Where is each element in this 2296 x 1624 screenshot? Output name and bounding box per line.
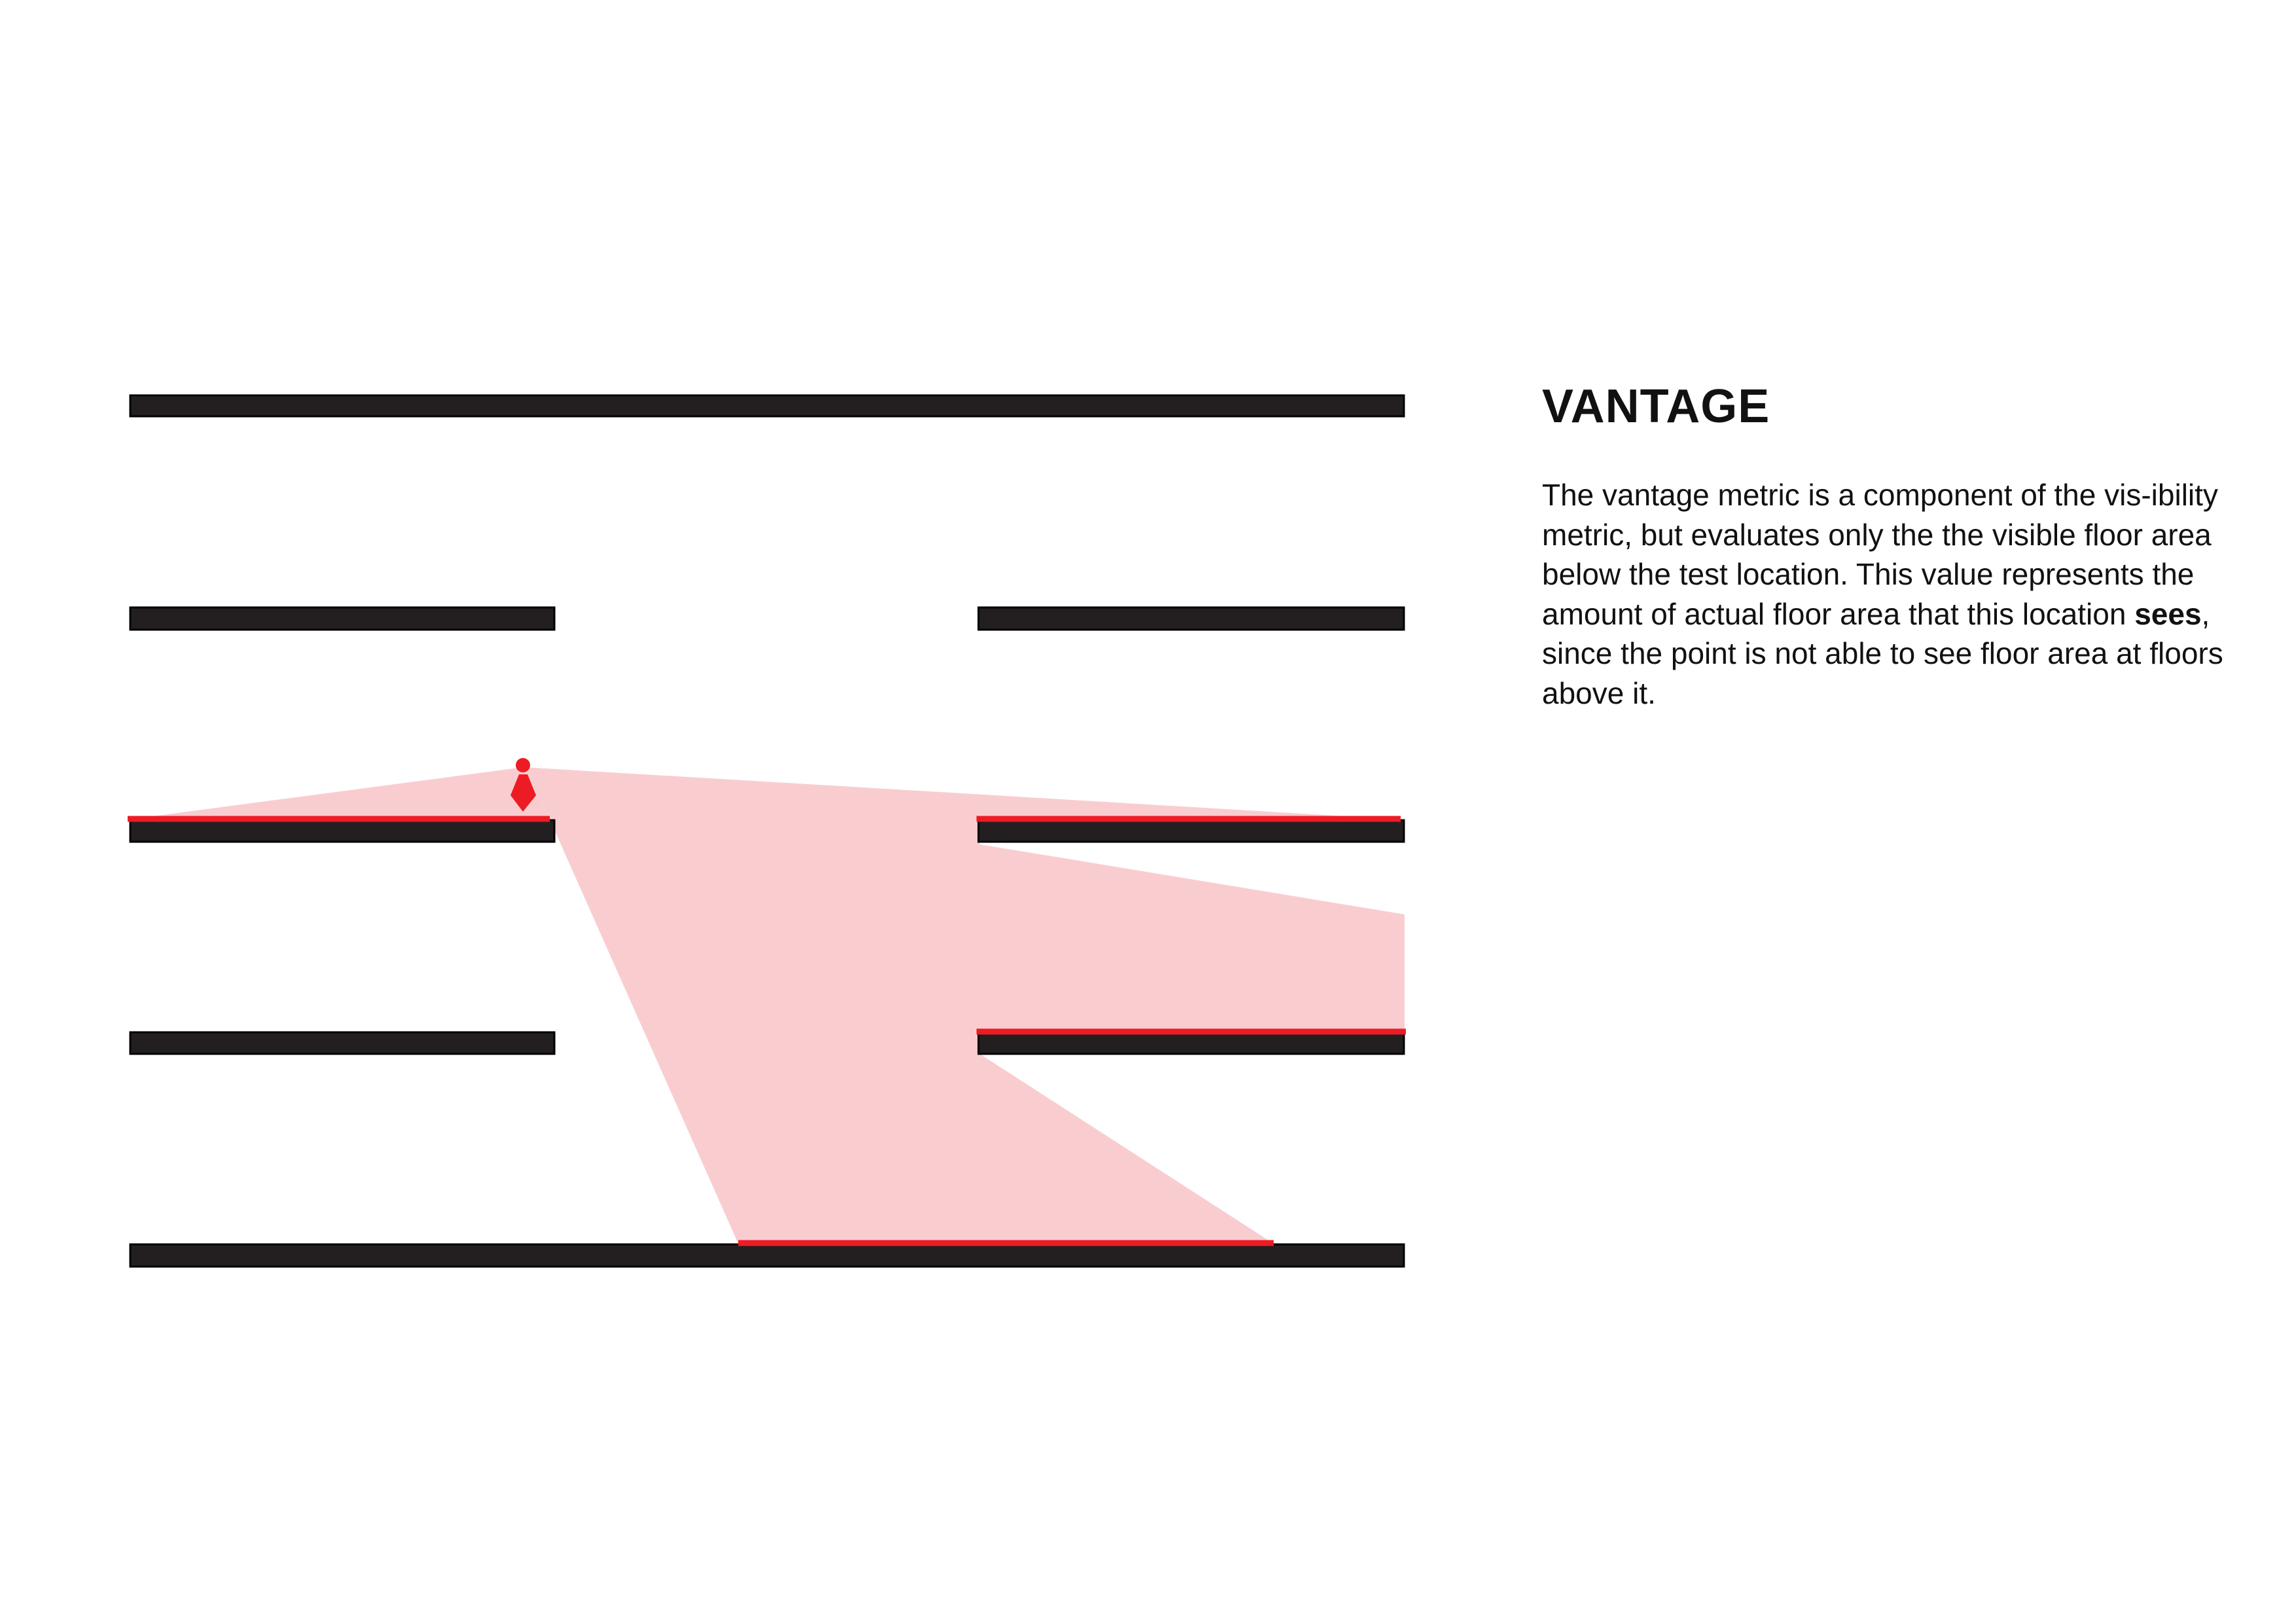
ground-slab <box>129 1243 1405 1268</box>
view-cone-right-band <box>980 844 1405 1030</box>
diagram-title: VANTAGE <box>1542 380 1770 433</box>
roof-slab <box>129 394 1405 418</box>
view-cone-upper <box>128 767 550 820</box>
text-panel: VANTAGE The vantage metric is a componen… <box>1542 378 2236 713</box>
description-paragraph: The vantage metric is a component of the… <box>1542 475 2236 713</box>
floor-2-right-slab <box>977 1031 1405 1055</box>
floor-2-left-slab <box>129 1031 556 1055</box>
description-text-start: The vantage metric is a component of the… <box>1542 478 2218 631</box>
floor-3-right-slab <box>977 819 1405 843</box>
description-bold-word: sees <box>2134 596 2202 631</box>
floor-4-right-slab <box>977 606 1405 631</box>
description-text-end: , since the point is not able to see flo… <box>1542 596 2223 710</box>
floor-3-left-slab <box>129 819 556 843</box>
floor-4-left-slab <box>129 606 556 631</box>
person-icon <box>511 758 536 812</box>
